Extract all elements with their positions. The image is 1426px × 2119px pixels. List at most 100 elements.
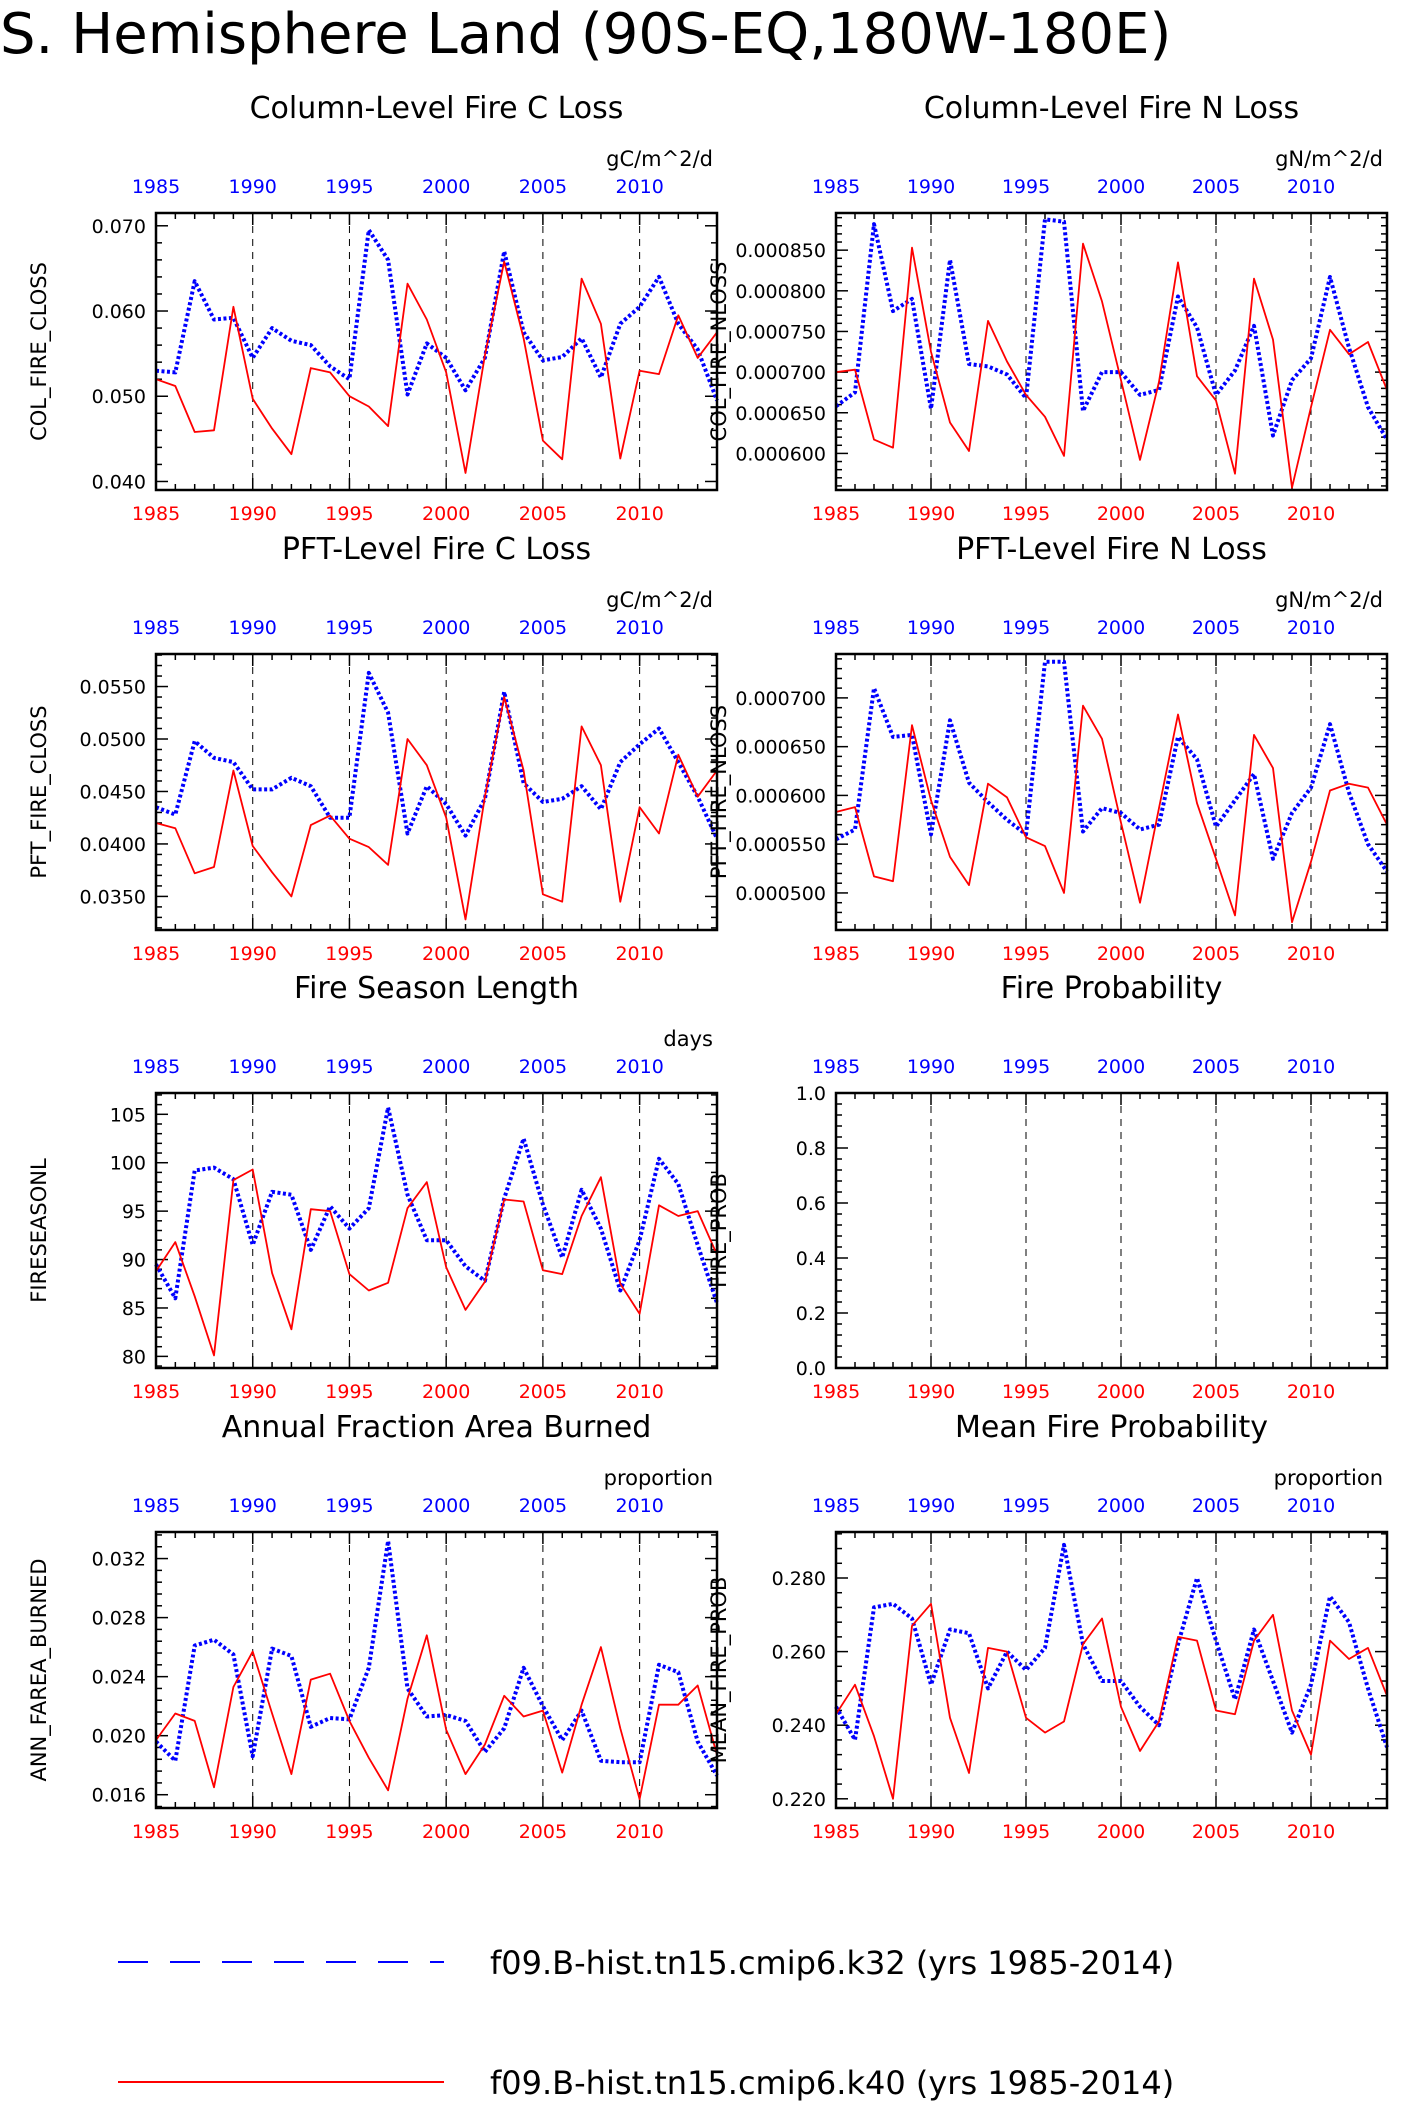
units-label: gN/m^2/d [1275, 147, 1383, 171]
y-tick-label: 0.070 [92, 216, 146, 238]
series-line-k40 [835, 704, 1388, 924]
x-tick-label-top: 1990 [229, 617, 277, 639]
x-tick-label-top: 1985 [132, 1056, 180, 1078]
y-tick-label: 95 [122, 1201, 146, 1223]
x-tick-label-top: 1990 [229, 1056, 277, 1078]
panel-1: Column-Level Fire C Loss gC/m^2/d COL_FIRE… [27, 91, 719, 525]
x-tick-label-top: 2000 [1097, 617, 1145, 639]
panel-4: PFT-Level Fire N Loss gN/m^2/d PFT_FIRE_NL… [707, 532, 1389, 965]
x-tick-label-bottom: 1985 [812, 943, 860, 965]
x-tick-label-bottom: 2010 [615, 503, 663, 525]
x-tick-label-top: 1990 [907, 1495, 955, 1517]
x-tick-label-top: 2010 [1287, 1495, 1335, 1517]
panel-title: Fire Season Length [294, 971, 579, 1006]
legend: f09.B-hist.tn15.cmip6.k32 (yrs 1985-2014… [118, 1944, 1174, 2102]
y-tick-label: 0.260 [772, 1642, 826, 1664]
x-tick-label-bottom: 2005 [1192, 943, 1240, 965]
x-tick-label-top: 1990 [907, 1056, 955, 1078]
y-tick-label: 0.000700 [735, 362, 826, 384]
y-tick-label: 105 [110, 1104, 146, 1126]
x-tick-label-bottom: 1995 [325, 503, 373, 525]
panel-title: Column-Level Fire C Loss [250, 91, 624, 126]
legend-item-1: f09.B-hist.tn15.cmip6.k32 (yrs 1985-2014… [118, 1944, 1174, 1982]
x-tick-label-bottom: 1990 [229, 943, 277, 965]
plot-frame [834, 1530, 1389, 1810]
x-tick-label-top: 1985 [812, 1056, 860, 1078]
units-label: gN/m^2/d [1275, 588, 1383, 612]
panel-2: Column-Level Fire N Loss gN/m^2/d COL_FIRE… [707, 91, 1389, 525]
x-tick-label-bottom: 1985 [812, 503, 860, 525]
x-tick-label-top: 2005 [519, 176, 567, 198]
x-tick-label-bottom: 2005 [519, 1821, 567, 1843]
x-tick-label-top: 1990 [907, 176, 955, 198]
x-tick-label-top: 2010 [615, 1056, 663, 1078]
y-tick-label: 0.050 [92, 386, 146, 408]
x-tick-label-top: 2005 [519, 1495, 567, 1517]
x-tick-label-top: 2000 [422, 1495, 470, 1517]
x-tick-label-top: 1985 [132, 176, 180, 198]
x-tick-label-bottom: 1995 [1002, 943, 1050, 965]
series-line-k40 [155, 260, 718, 474]
y-tick-label: 0.220 [772, 1789, 826, 1811]
x-tick-label-bottom: 1985 [132, 503, 180, 525]
units-label: proportion [1274, 1466, 1383, 1490]
y-tick-label: 0.024 [92, 1667, 146, 1689]
y-tick-label: 0.000700 [735, 688, 826, 710]
x-tick-label-bottom: 2010 [615, 1821, 663, 1843]
units-label: proportion [604, 1466, 713, 1490]
x-tick-label-top: 2005 [519, 1056, 567, 1078]
x-tick-label-top: 2010 [1287, 176, 1335, 198]
x-tick-label-top: 1985 [812, 1495, 860, 1517]
plot-frame [154, 1530, 719, 1810]
x-tick-label-bottom: 2005 [1192, 1381, 1240, 1403]
panel-6: Fire Probability FIRE_PROB 1985 1985 1990 199… [707, 971, 1389, 1403]
units-label: gC/m^2/d [606, 588, 713, 612]
x-tick-label-bottom: 1995 [325, 1821, 373, 1843]
y-tick-label: 0.240 [772, 1715, 826, 1737]
y-axis-label: COL_FIRE_CLOSS [27, 262, 52, 441]
x-tick-label-bottom: 2010 [1287, 503, 1335, 525]
x-tick-label-top: 1990 [229, 176, 277, 198]
x-tick-label-bottom: 1995 [1002, 1381, 1050, 1403]
x-tick-label-top: 2000 [1097, 1495, 1145, 1517]
y-tick-label: 0.060 [92, 301, 146, 323]
x-tick-label-top: 2005 [1192, 176, 1240, 198]
series-line-k40 [835, 242, 1388, 489]
x-tick-label-bottom: 1990 [907, 1381, 955, 1403]
x-tick-label-bottom: 2005 [519, 943, 567, 965]
y-tick-label: 1.0 [796, 1083, 826, 1105]
panel-title: PFT-Level Fire N Loss [956, 532, 1267, 567]
x-tick-label-bottom: 1990 [907, 1821, 955, 1843]
y-axis-label: PFT_FIRE_CLOSS [27, 705, 52, 878]
y-tick-label: 85 [122, 1298, 146, 1320]
y-tick-label: 0.0400 [80, 834, 146, 856]
x-tick-label-bottom: 1990 [907, 943, 955, 965]
x-tick-label-top: 2005 [1192, 1056, 1240, 1078]
x-tick-label-top: 2005 [519, 617, 567, 639]
y-tick-label: 0.000750 [735, 321, 826, 343]
x-tick-label-top: 1990 [907, 617, 955, 639]
y-tick-label: 0.2 [796, 1303, 826, 1325]
y-tick-label: 0.000800 [735, 281, 826, 303]
panel-title: Annual Fraction Area Burned [222, 1410, 652, 1445]
x-tick-label-bottom: 2000 [422, 1821, 470, 1843]
x-tick-label-top: 2005 [1192, 617, 1240, 639]
y-tick-label: 90 [122, 1250, 146, 1272]
x-tick-label-bottom: 2010 [1287, 1381, 1335, 1403]
y-tick-label: 0.000650 [735, 403, 826, 425]
series-line-k32 [154, 1105, 719, 1304]
series-line-k40 [155, 1168, 718, 1357]
plot-frame [154, 652, 719, 932]
y-tick-label: 80 [122, 1346, 146, 1368]
y-axis-label: ANN_FAREA_BURNED [27, 1558, 52, 1781]
x-tick-label-bottom: 1995 [325, 1381, 373, 1403]
x-tick-label-bottom: 1995 [1002, 503, 1050, 525]
y-tick-label: 0.020 [92, 1726, 146, 1748]
x-tick-label-bottom: 1995 [1002, 1821, 1050, 1843]
x-tick-label-bottom: 1990 [229, 503, 277, 525]
y-tick-label: 0.000600 [735, 785, 826, 807]
y-axis-label: FIRESEASONL [27, 1158, 51, 1303]
series-line-k32 [155, 228, 719, 402]
x-tick-label-bottom: 2000 [422, 503, 470, 525]
